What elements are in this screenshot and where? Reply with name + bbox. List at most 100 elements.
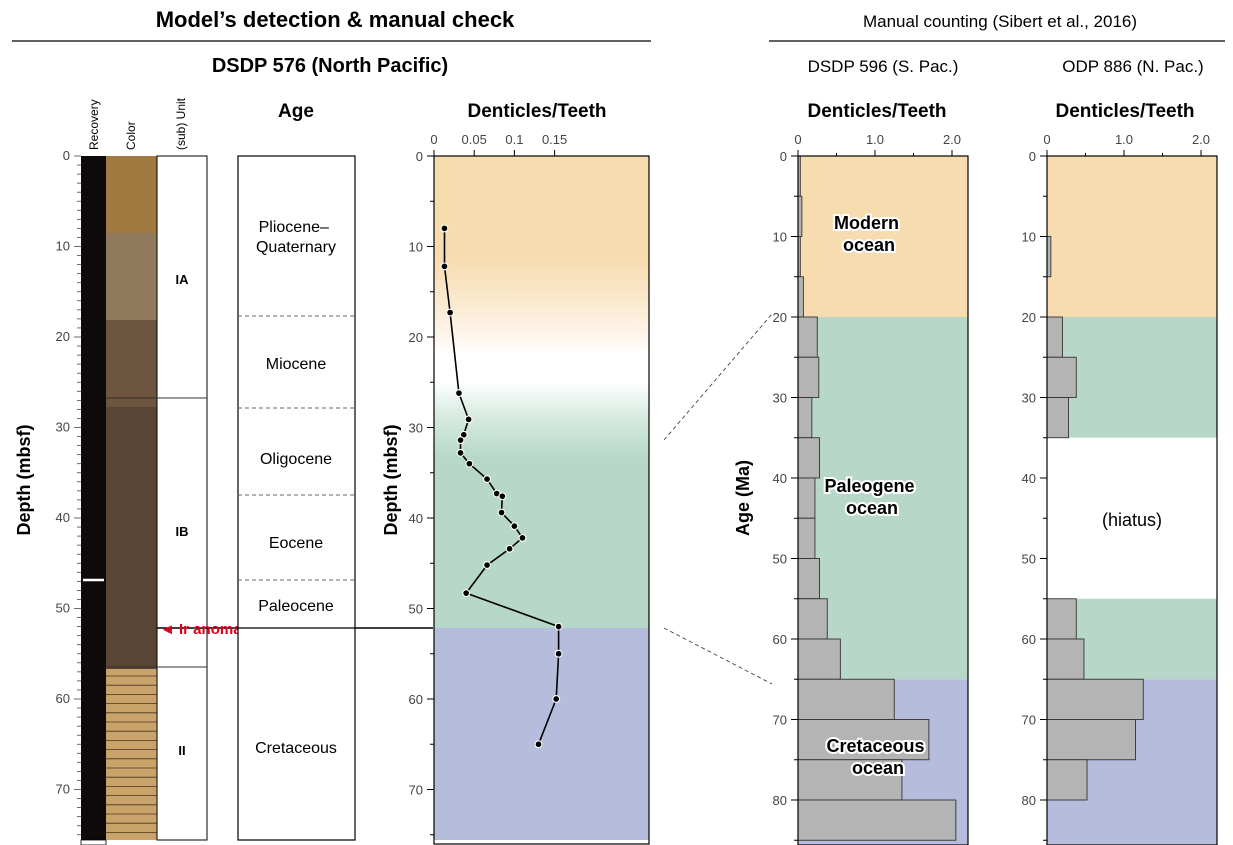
bar [797, 598, 828, 640]
bar-596-ticks: 0 1.0 2.0 0 10 20 30 40 50 60 70 80 [773, 132, 961, 841]
line-chart-title: Denticles/Teeth [467, 101, 606, 122]
line-chart-frame [433, 155, 650, 845]
bar-y-tick-label: 10 [1022, 230, 1036, 245]
bar [797, 316, 818, 358]
bar [1046, 719, 1137, 761]
column-label-recovery: Recovery [87, 99, 101, 150]
epoch-oligocene: Oligocene [260, 451, 332, 468]
line-chart-point [454, 389, 463, 398]
bar-886-ticks: 0 1.0 2.0 0 10 20 30 40 50 60 70 80 [1022, 132, 1210, 841]
label-paleogene-ocean: Paleogene ocean [824, 476, 919, 518]
line-chart-point [554, 649, 563, 658]
bar-y-tick-label: 40 [1022, 471, 1036, 486]
bar [797, 517, 816, 559]
zoom-connector-lower [663, 627, 773, 685]
bar-y-tick-label: 60 [773, 632, 787, 647]
epoch-cretaceous: Cretaceous [255, 740, 337, 757]
unit-II-label: II [178, 743, 185, 758]
line-chart-y-tick-label: 40 [409, 511, 423, 526]
unit-column [156, 155, 208, 841]
bar-y-tick-label: 0 [1029, 149, 1036, 164]
bar-y-tick-label: 80 [1022, 793, 1036, 808]
line-chart-point [483, 475, 492, 484]
bar-y-tick-label: 50 [773, 552, 787, 567]
bar-y-tick-label: 30 [773, 391, 787, 406]
era-modern-band [1047, 156, 1217, 317]
recovery-bottom-gap [80, 839, 107, 845]
bar-y-tick-label: 30 [1022, 391, 1036, 406]
epoch-eocene: Eocene [269, 535, 323, 552]
bar [1046, 638, 1085, 680]
bar-y-tick-label: 80 [773, 793, 787, 808]
era-modern-band [798, 156, 968, 317]
hiatus-band [1047, 437, 1217, 599]
core-depth-ticks: 0 10 20 30 40 50 60 70 [56, 148, 81, 836]
core-depth-axis-label: Depth (mbsf) [14, 425, 34, 536]
epoch-pliocene-line-2: Quaternary [256, 239, 336, 256]
line-chart-series [440, 224, 563, 749]
unit-IB-label: IB [176, 524, 189, 539]
line-chart-point [465, 459, 474, 468]
line-chart-point [456, 448, 465, 457]
line-chart-point [505, 544, 514, 553]
unit-IA-label: IA [176, 272, 190, 287]
column-label-color: Color [124, 121, 138, 150]
line-chart-point [464, 415, 473, 424]
bar [797, 638, 841, 680]
line-chart-576: Denticles/Teeth Depth (mbsf) 0 0.05 0.1 0.1… [381, 101, 650, 845]
right-header-title: Manual counting (Sibert et al., 2016) [863, 12, 1137, 31]
bar [1046, 678, 1144, 720]
color-band-3 [106, 320, 157, 407]
bar [797, 678, 895, 720]
line-chart-y-tick-label: 60 [409, 692, 423, 707]
bar-x-tick-label: 2.0 [943, 132, 961, 147]
bar-596-y-label: Age (Ma) [733, 460, 753, 536]
line-chart-point [483, 561, 492, 570]
recovery-column [81, 156, 106, 840]
bar [797, 799, 957, 841]
bar-y-tick-label: 40 [773, 471, 787, 486]
line-chart-y-tick-label: 10 [409, 240, 423, 255]
line-chart-point [552, 695, 561, 703]
left-header-title: Model’s detection & manual check [156, 7, 515, 32]
core-tick-label: 20 [56, 329, 70, 344]
bar-y-tick-label: 0 [780, 149, 787, 164]
core-tick-label: 40 [56, 510, 70, 525]
line-chart-point [440, 262, 449, 271]
bar-596-frame [797, 155, 969, 845]
color-band-5 [106, 669, 157, 840]
core-tick-label: 10 [56, 239, 70, 254]
ir-anomaly-label: ◄ Ir anomaly [160, 621, 255, 638]
bar-y-tick-label: 60 [1022, 632, 1036, 647]
bar [797, 759, 903, 801]
line-chart-point [510, 522, 519, 531]
bar [797, 477, 816, 519]
core-tick-label: 30 [56, 420, 70, 435]
color-band-4 [106, 407, 157, 669]
label-modern-line-1: Modern [834, 213, 899, 233]
line-chart-y-tick-label: 50 [409, 602, 423, 617]
bar [797, 276, 804, 318]
bar-y-tick-label: 20 [1022, 310, 1036, 325]
age-column: Age Pliocene– Quaternary Miocene Oligoce… [237, 101, 356, 841]
core-site-title: DSDP 576 (North Pacific) [212, 55, 448, 77]
label-cretaceous-ocean: Cretaceous ocean [826, 736, 929, 778]
line-chart-point [440, 224, 449, 233]
hiatus-label: (hiatus) [1102, 510, 1162, 530]
epoch-miocene: Miocene [266, 356, 327, 373]
site-886-title: ODP 886 (N. Pac.) [1062, 57, 1203, 76]
bar-886-bars [1046, 236, 1144, 801]
label-modern-line-2: ocean [843, 235, 895, 255]
color-band-2 [106, 233, 157, 320]
line-chart-point [497, 508, 506, 517]
line-chart-point [554, 622, 563, 631]
line-chart-x-tick-label: 0.1 [505, 132, 523, 147]
bar-886-title: Denticles/Teeth [1055, 101, 1194, 122]
bar [797, 437, 821, 479]
line-chart-point [446, 308, 455, 317]
column-label-unit: (sub) Unit [174, 97, 188, 150]
line-chart-y-tick-label: 70 [409, 783, 423, 798]
bar-596-bars [797, 155, 957, 841]
line-chart-x-tick-label: 0.05 [462, 132, 487, 147]
